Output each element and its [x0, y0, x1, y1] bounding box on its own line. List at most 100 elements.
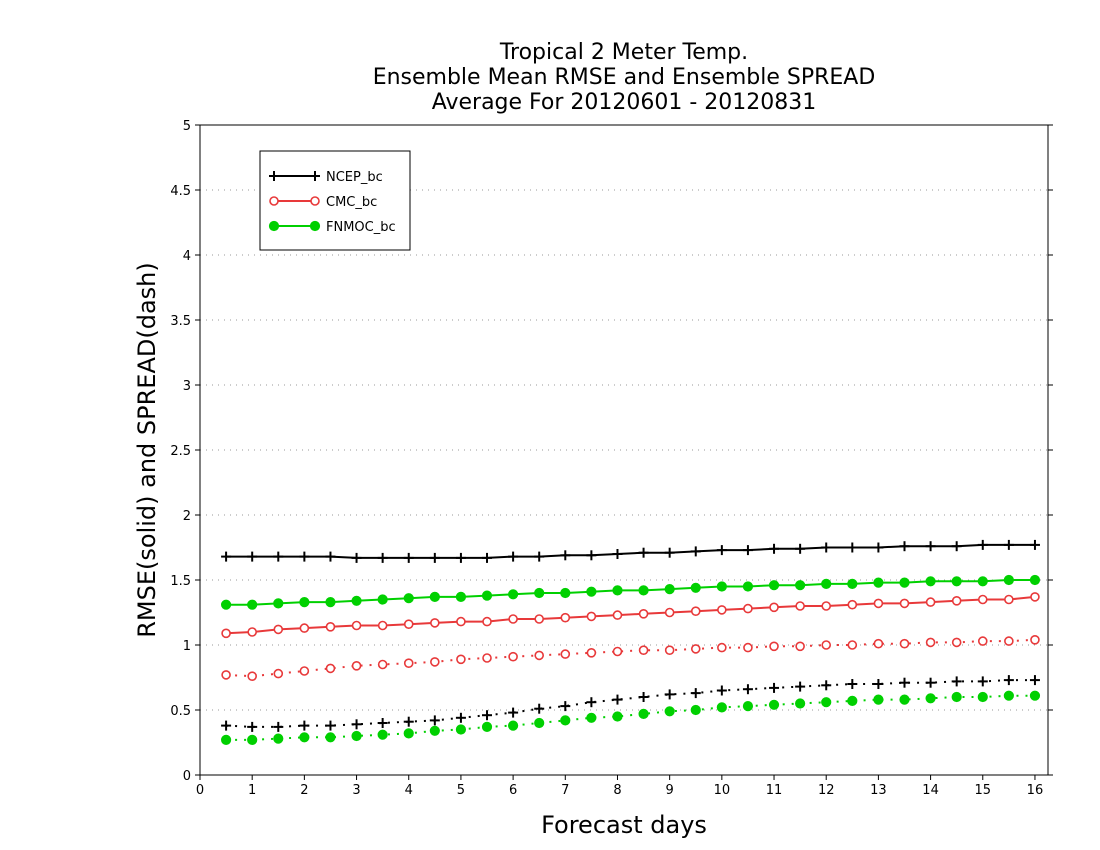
spread-point-ncep-bc [951, 676, 962, 687]
spread-point-ncep-bc [873, 679, 884, 689]
x-tick-label: 2 [300, 783, 308, 798]
rmse-point-ncep-bc [847, 542, 858, 553]
legend-entries: NCEP_bc CMC_bc FNMOC_bc [268, 170, 396, 235]
spread-line-cmc-bc [226, 638, 1036, 678]
rmse-point-ncep-bc [455, 552, 466, 563]
spread-point-ncep-bc [534, 703, 545, 714]
spread-point-fnmoc-bc [586, 712, 597, 723]
spread-point-ncep-bc [221, 720, 232, 731]
spread-point-cmc-bc [273, 668, 284, 679]
rmse-point-cmc-bc [847, 599, 858, 610]
rmse-point-ncep-bc [586, 550, 597, 561]
spread-point-ncep-bc [742, 684, 753, 695]
rmse-point-ncep-bc [482, 552, 493, 563]
rmse-point-cmc-bc [795, 601, 805, 611]
y-tick-label: 2 [183, 509, 191, 524]
y-axis-label: RMSE(solid) and SPREAD(dash) [133, 262, 161, 638]
rmse-point-cmc-bc [430, 618, 440, 628]
rmse-point-fnmoc-bc [220, 599, 232, 610]
spread-point-ncep-bc [1029, 675, 1040, 686]
spread-point-fnmoc-bc [220, 734, 232, 746]
title-line-3: Average For 20120601 - 20120831 [432, 90, 817, 115]
x-tick-label: 0 [196, 783, 204, 798]
rmse-point-ncep-bc [221, 551, 232, 562]
spread-point-ncep-bc [769, 682, 780, 693]
rmse-point-ncep-bc [716, 545, 727, 556]
spread-point-fnmoc-bc [899, 694, 910, 705]
spread-point-cmc-bc [873, 638, 884, 649]
rmse-point-cmc-bc [351, 620, 362, 631]
rmse-point-ncep-bc [325, 551, 336, 562]
spread-point-ncep-bc [847, 679, 858, 689]
legend-marker [269, 171, 279, 181]
chart-title: Tropical 2 Meter Temp. Ensemble Mean RMS… [373, 40, 876, 115]
spread-line-ncep-bc [226, 679, 1035, 728]
spread-point-fnmoc-bc [925, 693, 936, 704]
rmse-point-ncep-bc [1003, 539, 1014, 550]
x-tick-label: 13 [870, 783, 887, 798]
rmse-point-fnmoc-bc [273, 598, 284, 609]
spread-point-cmc-bc [299, 666, 310, 676]
spread-point-ncep-bc [821, 680, 832, 691]
rmse-point-ncep-bc [951, 541, 962, 552]
legend-entry-fnmoc-bc: FNMOC_bc [268, 220, 396, 235]
spread-point-fnmoc-bc [1003, 690, 1014, 701]
rmse-point-ncep-bc [560, 550, 571, 561]
rmse-point-cmc-bc [690, 606, 701, 617]
rmse-point-fnmoc-bc [403, 593, 414, 604]
spread-point-cmc-bc [377, 659, 388, 670]
spread-point-fnmoc-bc [638, 708, 649, 720]
rmse-point-cmc-bc [508, 614, 518, 624]
rmse-point-fnmoc-bc [638, 585, 649, 596]
spread-point-cmc-bc [482, 653, 492, 663]
axis-ticks: 00.511.522.533.544.550 1 2 3 4 5 6 7 8 9 10 11 12 13 1… [170, 119, 1053, 798]
legend-marker [269, 196, 279, 206]
rmse-point-fnmoc-bc [742, 581, 754, 592]
spread-point-cmc-bc [899, 638, 910, 649]
rmse-point-fnmoc-bc [664, 584, 675, 595]
rmse-point-cmc-bc [717, 605, 727, 615]
series-fnmoc-bc [220, 574, 1041, 746]
rmse-point-ncep-bc [247, 551, 258, 562]
rmse-point-ncep-bc [925, 541, 936, 552]
rmse-point-fnmoc-bc [716, 581, 727, 592]
x-tick-label: 5 [457, 783, 465, 798]
spread-point-cmc-bc [1004, 636, 1014, 646]
spread-point-ncep-bc [429, 715, 440, 726]
spread-point-ncep-bc [247, 721, 258, 732]
spread-point-ncep-bc [1003, 675, 1014, 686]
spread-point-fnmoc-bc [455, 724, 467, 735]
x-tick-label: 1 [248, 783, 256, 798]
rmse-point-fnmoc-bc [247, 599, 258, 610]
rmse-point-ncep-bc [429, 552, 440, 563]
spread-point-cmc-bc [925, 637, 936, 648]
spread-point-cmc-bc [247, 671, 257, 682]
spread-point-ncep-bc [977, 676, 988, 687]
spread-point-cmc-bc [664, 645, 675, 656]
rmse-point-cmc-bc [977, 594, 988, 605]
title-line-2: Ensemble Mean RMSE and Ensemble SPREAD [373, 65, 876, 90]
spread-point-fnmoc-bc [429, 725, 440, 736]
spread-point-cmc-bc [795, 641, 805, 652]
rmse-point-ncep-bc [534, 551, 545, 562]
rmse-point-fnmoc-bc [951, 576, 962, 587]
spread-point-ncep-bc [899, 677, 910, 688]
rmse-point-ncep-bc [664, 547, 675, 558]
spread-point-cmc-bc [612, 646, 623, 657]
spread-point-cmc-bc [508, 651, 518, 662]
rmse-point-fnmoc-bc [925, 576, 936, 587]
x-tick-label: 16 [1027, 783, 1044, 798]
x-tick-label: 15 [974, 783, 991, 798]
rmse-point-ncep-bc [377, 552, 388, 563]
legend-marker [268, 220, 280, 232]
spread-point-fnmoc-bc [795, 698, 806, 709]
x-tick-label: 3 [352, 783, 360, 798]
rmse-point-fnmoc-bc [847, 578, 858, 590]
rmse-point-cmc-bc [821, 601, 832, 611]
spread-point-ncep-bc [716, 685, 727, 696]
legend-label: NCEP_bc [326, 170, 383, 185]
x-tick-label: 14 [922, 783, 939, 798]
rmse-point-fnmoc-bc [481, 590, 493, 601]
spread-point-fnmoc-bc [351, 730, 362, 742]
spread-point-fnmoc-bc [612, 711, 623, 722]
